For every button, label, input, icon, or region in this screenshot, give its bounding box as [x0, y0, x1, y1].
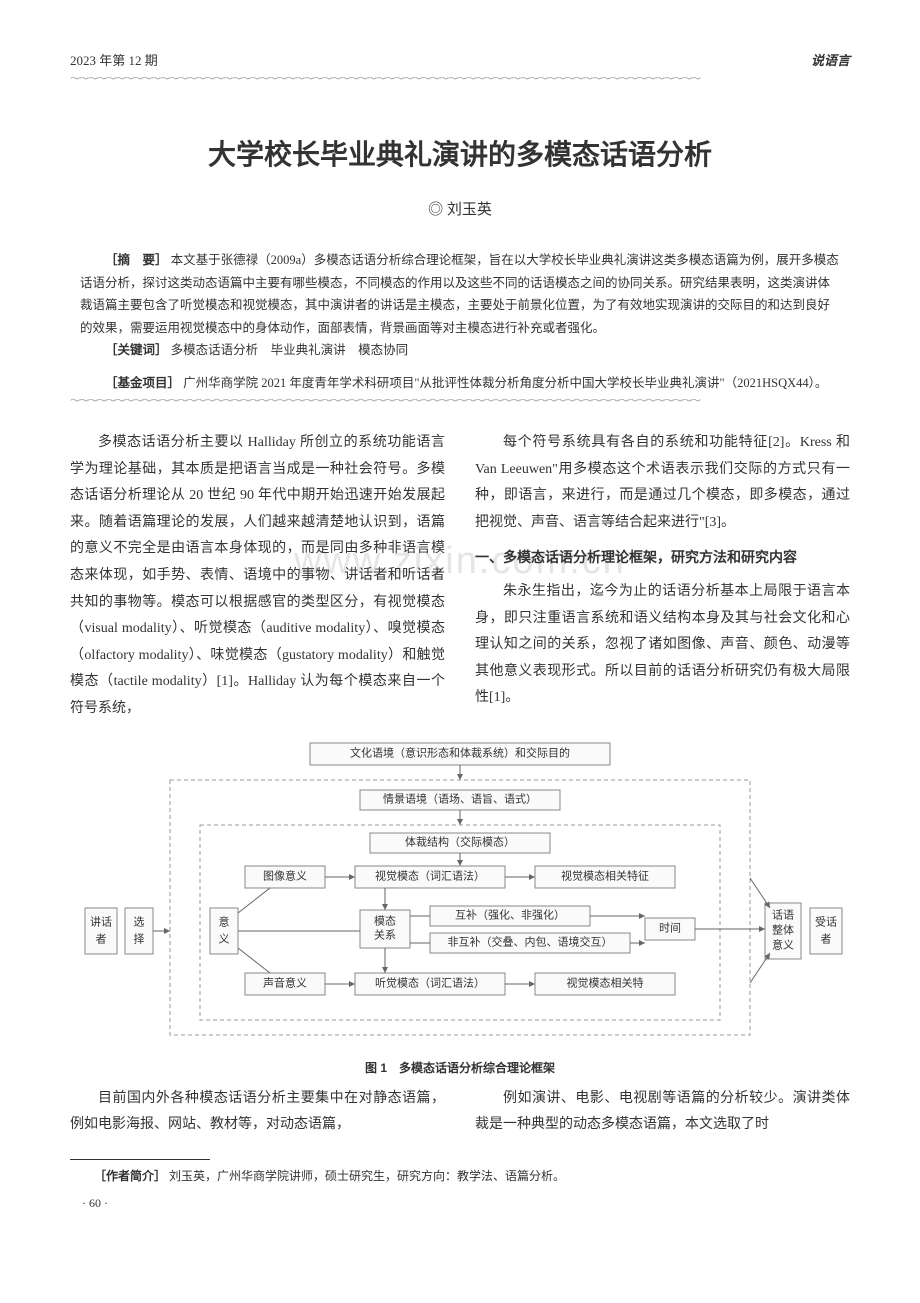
diagram-audio-mode: 听觉模态（词汇语法） — [375, 975, 485, 989]
diagram-time: 时间 — [659, 921, 681, 934]
right-column: 每个符号系统具有各自的系统和功能特征[2]。Kress 和 Van Leeuwe… — [475, 430, 850, 723]
diagram-mode-relation-2: 关系 — [374, 927, 396, 941]
diagram-complement: 互补（强化、非强化） — [455, 907, 565, 921]
body-columns-2: 目前国内外各种模态话语分析主要集中在对静态语篇，例如电影海报、网站、教材等，对动… — [70, 1086, 850, 1139]
fund-block: ［基金项目］ 广州华商学院 2021 年度青年学术科研项目"从批评性体裁分析角度… — [80, 372, 840, 395]
diagram-speaker-2: 者 — [96, 932, 107, 945]
diagram-hearer-2: 者 — [821, 932, 832, 945]
diagram-top-box: 文化语境（意识形态和体裁系统）和交际目的 — [350, 745, 570, 759]
body-para: 例如演讲、电影、电视剧等语篇的分析较少。演讲类体裁是一种典型的动态多模态语篇，本… — [475, 1086, 850, 1139]
author-line: ◎ 刘玉英 — [70, 198, 850, 219]
author-footnote: ［作者简介］ 刘玉英，广州华商学院讲师，硕士研究生，研究方向：教学法、语篇分析。 — [70, 1166, 850, 1186]
article-title: 大学校长毕业典礼演讲的多模态话语分析 — [70, 133, 850, 173]
diagram-speaker-1: 讲话 — [90, 914, 112, 928]
diagram-select-2: 择 — [134, 931, 145, 945]
section-heading: 一、多模态话语分析理论框架，研究方法和研究内容 — [475, 544, 850, 571]
diagram-context: 情景语境（语场、语旨、语式） — [383, 791, 537, 805]
diagram-discourse-2: 整体 — [772, 922, 794, 936]
fund-label: ［基金项目］ — [105, 376, 180, 390]
diagram-mode-relation-1: 模态 — [374, 914, 396, 927]
figure-caption: 图 1 多模态话语分析综合理论框架 — [70, 1059, 850, 1076]
diagram-noncomplement: 非互补（交叠、内包、语境交互） — [448, 934, 613, 948]
keywords-label: ［关键词］ — [105, 343, 168, 357]
diagram-visual-mode: 视觉模态（词汇语法） — [375, 868, 485, 882]
column-label: 说语言 — [811, 50, 850, 69]
diagram-meaning-2: 义 — [219, 932, 230, 945]
footnote-text: 刘玉英，广州华商学院讲师，硕士研究生，研究方向：教学法、语篇分析。 — [169, 1169, 565, 1183]
diagram-discourse-1: 话语 — [772, 908, 794, 921]
divider-wavy-2: ～～～～～～～～～～～～～～～～～～～～～～～～～～～～～～～～～～～～～～～～… — [70, 399, 850, 405]
body-columns: 多模态话语分析主要以 Halliday 所创立的系统功能语言学为理论基础，其本质… — [70, 430, 850, 723]
fund-text: 广州华商学院 2021 年度青年学术科研项目"从批评性体裁分析角度分析中国大学校… — [183, 376, 827, 390]
abstract-text: 本文基于张德禄（2009a）多模态话语分析综合理论框架，旨在以大学校长毕业典礼演… — [80, 253, 839, 335]
diagram-image-meaning: 图像意义 — [263, 868, 307, 882]
diagram-hearer-1: 受话 — [815, 915, 837, 928]
figure-1: .dbox { fill:#fafafa; stroke:#888; strok… — [70, 738, 850, 1076]
body-para: 每个符号系统具有各自的系统和功能特征[2]。Kress 和 Van Leeuwe… — [475, 430, 850, 536]
left-column: 多模态话语分析主要以 Halliday 所创立的系统功能语言学为理论基础，其本质… — [70, 430, 445, 723]
issue-label: 2023 年第 12 期 — [70, 50, 158, 69]
abstract-block: ［摘 要］ 本文基于张德禄（2009a）多模态话语分析综合理论框架，旨在以大学校… — [80, 249, 840, 362]
diagram-genre: 体裁结构（交际模态） — [405, 834, 515, 848]
diagram-sound-meaning: 声音意义 — [263, 975, 307, 989]
page-number: · 60 · — [70, 1196, 850, 1211]
body-para: 目前国内外各种模态话语分析主要集中在对静态语篇，例如电影海报、网站、教材等，对动… — [70, 1086, 445, 1139]
divider-wavy: ～～～～～～～～～～～～～～～～～～～～～～～～～～～～～～～～～～～～～～～～… — [70, 77, 850, 83]
author-name: 刘玉英 — [447, 202, 492, 218]
footnote-divider — [70, 1159, 210, 1160]
diagram-audio-features: 视觉模态相关特 — [567, 975, 644, 989]
diagram-discourse-3: 意义 — [772, 937, 794, 951]
abstract-label: ［摘 要］ — [105, 253, 168, 267]
framework-diagram: .dbox { fill:#fafafa; stroke:#888; strok… — [70, 738, 850, 1048]
keywords-text: 多模态话语分析 毕业典礼演讲 模态协同 — [171, 343, 409, 357]
author-prefix: ◎ — [428, 202, 443, 218]
left-column-2: 目前国内外各种模态话语分析主要集中在对静态语篇，例如电影海报、网站、教材等，对动… — [70, 1086, 445, 1139]
page-header: 2023 年第 12 期 说语言 — [70, 50, 850, 69]
footnote-label: ［作者简介］ — [94, 1169, 166, 1183]
body-para: 朱永生指出，迄今为止的话语分析基本上局限于语言本身，即只注重语言系统和语义结构本… — [475, 579, 850, 712]
diagram-select-1: 选 — [134, 915, 145, 928]
body-para: 多模态话语分析主要以 Halliday 所创立的系统功能语言学为理论基础，其本质… — [70, 430, 445, 723]
right-column-2: 例如演讲、电影、电视剧等语篇的分析较少。演讲类体裁是一种典型的动态多模态语篇，本… — [475, 1086, 850, 1139]
diagram-visual-features: 视觉模态相关特征 — [561, 868, 649, 882]
diagram-meaning-1: 意 — [219, 914, 230, 928]
